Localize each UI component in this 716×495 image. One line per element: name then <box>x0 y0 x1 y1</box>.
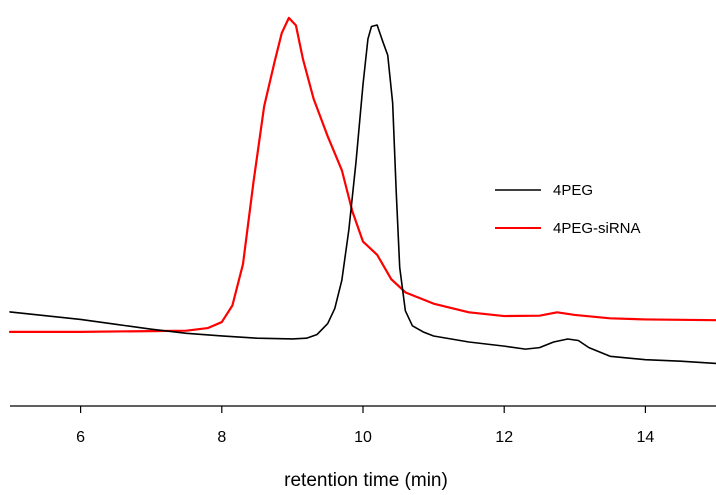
x-tick-label-6: 6 <box>76 429 85 446</box>
x-tick-label-12: 12 <box>495 429 513 446</box>
x-tick-label-8: 8 <box>217 429 226 446</box>
x-tick-label-10: 10 <box>354 429 372 446</box>
x-axis-ticks: 6 8 10 12 14 <box>76 406 654 446</box>
plot-lines <box>8 16 716 365</box>
legend-label-4peg-sirna: 4PEG-siRNA <box>553 220 641 237</box>
series-line-4peg <box>9 24 716 365</box>
legend-label-4peg: 4PEG <box>553 182 593 199</box>
x-tick-label-14: 14 <box>637 429 655 446</box>
legend: 4PEG 4PEG-siRNA <box>495 182 641 237</box>
series-line-4peg-sirna <box>8 16 716 333</box>
x-axis-label: retention time (min) <box>284 470 448 491</box>
